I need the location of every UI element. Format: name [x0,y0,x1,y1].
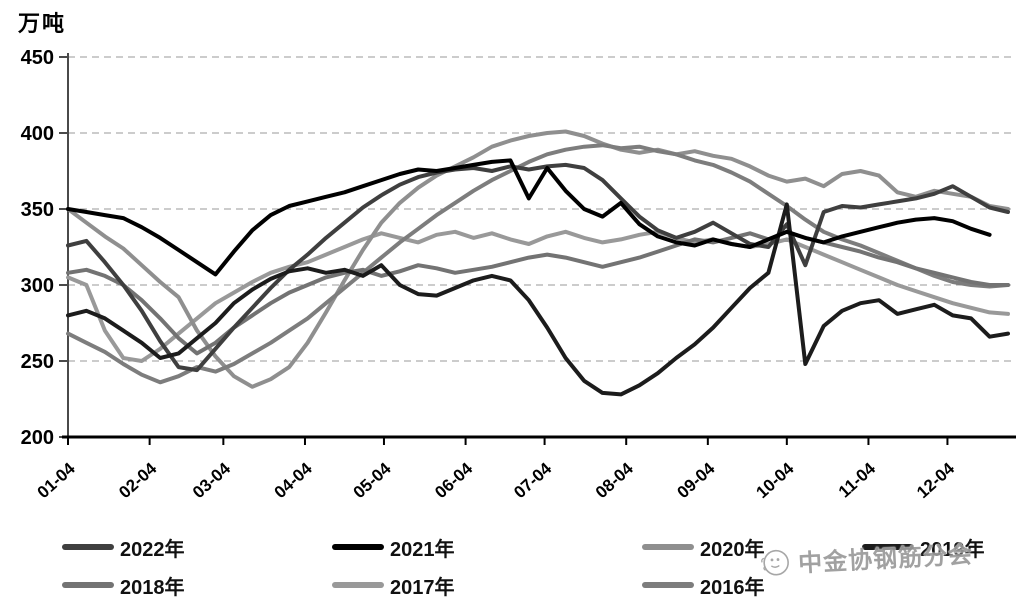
y-tick-label: 200 [21,427,54,449]
x-tick-label: 03-04 [189,458,234,502]
legend-label: 2018年 [120,576,185,599]
x-tick-label: 02-04 [115,458,160,502]
legend-item-2019年: 2019年 [862,530,985,564]
legend-item-2016年: 2016年 [642,568,765,602]
series-line-2022年 [66,162,1010,373]
legend-label: 2017年 [390,576,455,599]
x-tick-label: 06-04 [431,458,476,502]
legend-marker-icon [642,582,694,588]
legend-label: 2021年 [390,538,455,561]
y-tick-label: 350 [21,199,54,221]
y-axis-unit-label: 万吨 [18,11,67,37]
legend-row: 2018年 2017年 2016年 [0,568,1025,602]
legend-label: 2019年 [920,538,985,561]
legend-marker-icon [62,544,114,550]
x-tick-label: 12-04 [913,458,958,502]
legend-marker-icon [642,544,694,550]
x-tick-label: 07-04 [510,458,555,502]
legend-label: 2022年 [120,538,185,561]
y-tick-label: 300 [21,275,54,297]
x-tick-label: 08-04 [592,458,637,502]
series-line-2021年 [66,158,992,277]
x-tick-label: 09-04 [673,458,718,502]
y-tick-label: 450 [21,47,54,69]
x-tick-label: 10-04 [752,458,797,502]
y-tick-label: 250 [21,351,54,373]
series-line-2019年 [66,202,1010,397]
legend-marker-icon [332,544,384,550]
legend-label: 2016年 [700,576,765,599]
legend-label: 2020年 [700,538,765,561]
series-line-2016年 [66,143,1010,385]
legend-row: 2022年 2021年 2020年 2019年 [0,530,1025,564]
legend-item-2022年: 2022年 [62,530,185,564]
series-line-2017年 [66,229,1010,363]
legend-item-2021年: 2021年 [332,530,455,564]
x-tick-label: 04-04 [271,458,316,502]
legend-marker-icon [332,582,384,588]
x-tick-label: 11-04 [835,458,880,501]
legend-item-2018年: 2018年 [62,568,185,602]
legend-item-2017年: 2017年 [332,568,455,602]
y-tick-label: 400 [21,123,54,145]
x-tick-label: 05-04 [350,458,395,502]
legend-item-2020年: 2020年 [642,530,765,564]
legend-marker-icon [862,544,914,550]
legend-marker-icon [62,582,114,588]
x-tick-label: 01-04 [34,458,79,502]
